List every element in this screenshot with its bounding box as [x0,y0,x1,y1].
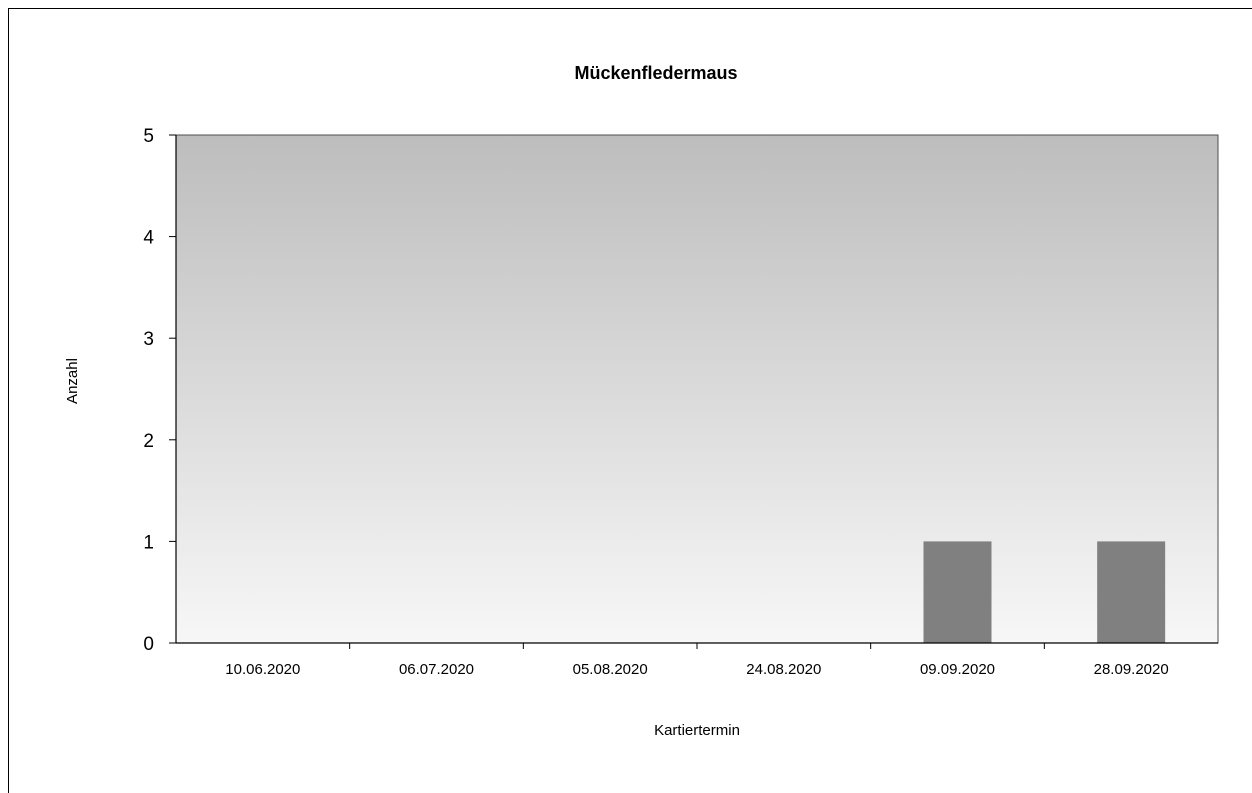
y-tick-label: 2 [143,431,154,452]
y-tick-label: 4 [143,228,154,249]
plot-area [175,134,1219,644]
chart-frame [8,8,1252,793]
x-tick-label: 05.08.2020 [573,661,648,678]
x-tick-label: 09.09.2020 [920,661,995,678]
bar [1097,541,1166,643]
y-tick-label: 3 [143,329,154,350]
x-tick-label: 06.07.2020 [399,661,474,678]
y-tick-label: 1 [143,532,154,553]
x-tick-label: 10.06.2020 [225,661,300,678]
x-tick-label: 24.08.2020 [746,661,821,678]
y-tick-label: 5 [143,126,154,147]
bar [923,541,992,643]
x-axis-label: Kartiertermin [654,722,740,739]
chart-title: Mückenfledermaus [574,63,737,83]
y-axis-label: Anzahl [64,358,81,404]
y-tick-label: 0 [143,634,154,655]
x-tick-label: 28.09.2020 [1094,661,1169,678]
